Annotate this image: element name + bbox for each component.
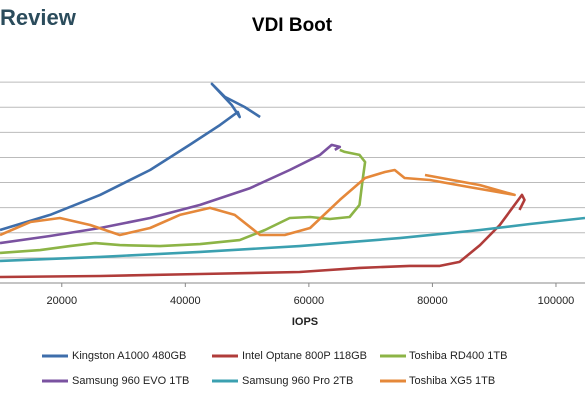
logo: Review [0, 5, 77, 30]
series-line [0, 82, 261, 232]
series-line [0, 143, 342, 245]
series-line [0, 216, 585, 263]
x-tick-label: 100000 [538, 295, 575, 307]
legend-label: Intel Optane 800P 118GB [242, 350, 367, 362]
x-axis-label: IOPS [292, 316, 318, 328]
x-tick-label: 40000 [170, 295, 201, 307]
x-tick-label: 60000 [294, 295, 325, 307]
legend-label: Samsung 960 EVO 1TB [72, 375, 189, 387]
chart-title: VDI Boot [252, 15, 333, 36]
legend-label: Samsung 960 Pro 2TB [242, 375, 353, 387]
series-line [0, 148, 367, 255]
legend-label: Kingston A1000 480GB [72, 350, 186, 362]
series-line [0, 193, 526, 279]
x-tick-label: 20000 [46, 295, 77, 307]
legend-label: Toshiba RD400 1TB [409, 350, 507, 362]
series-line [0, 168, 516, 237]
x-tick-label: 80000 [417, 295, 448, 307]
legend-label: Toshiba XG5 1TB [409, 375, 495, 387]
